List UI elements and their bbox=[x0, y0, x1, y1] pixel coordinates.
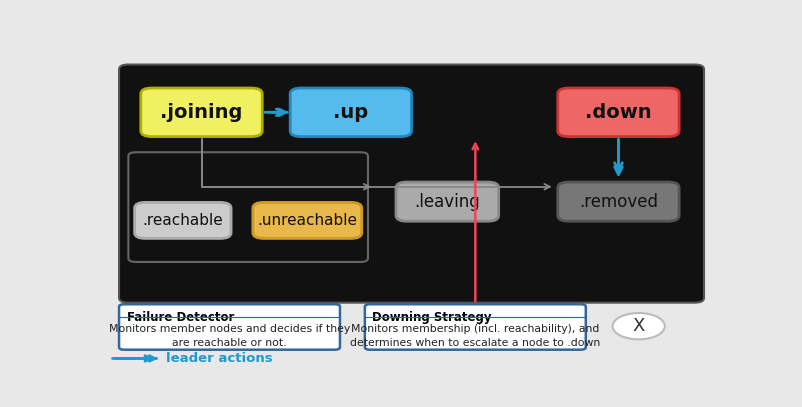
FancyBboxPatch shape bbox=[128, 152, 367, 262]
Text: Downing Strategy: Downing Strategy bbox=[372, 311, 491, 324]
Text: X: X bbox=[632, 317, 644, 335]
Text: .down: .down bbox=[585, 103, 651, 122]
Text: .removed: .removed bbox=[578, 193, 657, 210]
FancyBboxPatch shape bbox=[119, 64, 703, 303]
FancyBboxPatch shape bbox=[395, 182, 498, 221]
FancyBboxPatch shape bbox=[119, 304, 339, 350]
Text: .unreachable: .unreachable bbox=[257, 213, 357, 228]
FancyBboxPatch shape bbox=[364, 304, 585, 350]
Text: leader actions: leader actions bbox=[165, 352, 272, 365]
FancyBboxPatch shape bbox=[290, 88, 411, 137]
FancyBboxPatch shape bbox=[253, 202, 361, 239]
Text: .reachable: .reachable bbox=[142, 213, 223, 228]
Text: Monitors membership (incl. reachability), and
determines when to escalate a node: Monitors membership (incl. reachability)… bbox=[350, 324, 600, 348]
FancyBboxPatch shape bbox=[557, 88, 678, 137]
Text: .leaving: .leaving bbox=[414, 193, 480, 210]
FancyBboxPatch shape bbox=[135, 202, 231, 239]
Circle shape bbox=[612, 313, 664, 339]
Text: Monitors member nodes and decides if they
are reachable or not.: Monitors member nodes and decides if the… bbox=[109, 324, 350, 348]
FancyBboxPatch shape bbox=[557, 182, 678, 221]
FancyBboxPatch shape bbox=[140, 88, 261, 137]
Text: .up: .up bbox=[333, 103, 368, 122]
Text: Failure Detector: Failure Detector bbox=[127, 311, 233, 324]
Text: .joining: .joining bbox=[160, 103, 242, 122]
